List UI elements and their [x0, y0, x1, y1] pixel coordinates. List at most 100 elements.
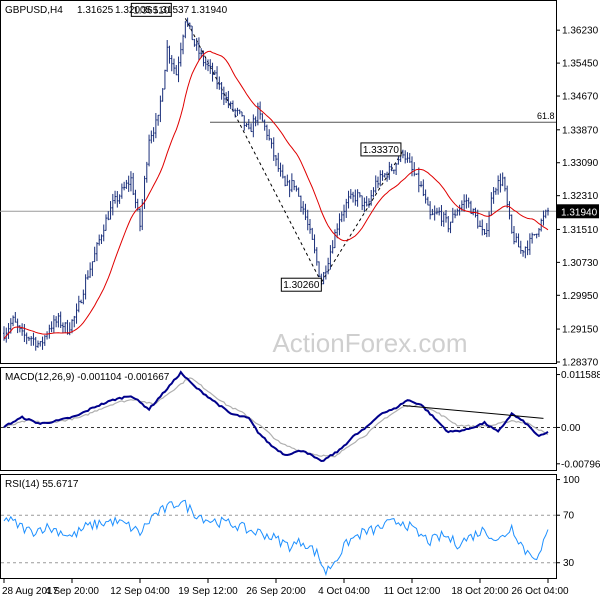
ohlc-bar	[39, 341, 42, 347]
ohlc-bar	[93, 246, 96, 263]
ohlc-bar	[356, 189, 359, 207]
price-y-tick-label: 1.34670	[562, 92, 599, 103]
ohlc-bar	[157, 114, 160, 126]
ohlc-bar	[426, 196, 429, 206]
ohlc-bar	[361, 195, 364, 211]
rsi-y-tick-label: 30	[563, 558, 575, 569]
ohlc-bar	[395, 163, 398, 175]
price-y-tick-label: 1.33870	[562, 125, 599, 136]
macd-header: MACD(12,26,9) -0.001104 -0.001667	[5, 372, 170, 383]
macd-line	[3, 370, 549, 463]
macd-panel-frame	[0, 367, 557, 471]
x-tick-label: 18 Oct 20:00	[451, 586, 509, 597]
price-annotation: 1.30260	[280, 277, 322, 292]
ohlc-bar	[279, 162, 282, 177]
ohlc-bar	[299, 195, 302, 213]
ohlc-bar	[227, 90, 230, 109]
ohlc-bar	[422, 179, 425, 197]
ohlc-bar	[479, 220, 481, 227]
ohlc-bar	[234, 108, 237, 118]
price-annotation: 1.36510	[130, 2, 172, 17]
ohlc-bar	[154, 113, 157, 139]
ohlc-bar	[322, 271, 325, 285]
ohlc-bar	[367, 198, 370, 208]
ohlc-bar	[488, 211, 491, 237]
ohlc-bar	[182, 34, 185, 55]
ohlc-bar	[43, 335, 46, 346]
price-annotation-box	[360, 142, 402, 157]
ohlc-bar	[125, 179, 128, 189]
ohlc-bar	[345, 198, 348, 218]
ohlc-bar	[71, 319, 73, 334]
ohlc-bar	[12, 315, 15, 327]
ohlc-bar	[259, 101, 262, 120]
price-y-tick-label: 1.28370	[562, 358, 599, 369]
ohlc-bar	[57, 312, 60, 328]
x-tick-label: 19 Sep 12:00	[178, 586, 238, 597]
ohlc-bar	[293, 180, 296, 191]
ohlc-bar	[229, 101, 232, 110]
x-tick-label: 12 Sep 04:00	[110, 586, 170, 597]
ohlc-bar	[245, 123, 248, 128]
ohlc-bar	[313, 234, 316, 254]
price-y-tick-label: 1.29150	[562, 325, 599, 336]
ohlc-bars	[3, 17, 549, 351]
ohlc-bar	[123, 181, 126, 191]
ohlc-bar	[170, 55, 173, 72]
ohlc-bar	[451, 207, 454, 223]
ohlc-bar	[209, 59, 212, 74]
ohlc-bar	[134, 189, 137, 209]
ohlc-bar	[91, 261, 94, 277]
ohlc-bar	[18, 325, 21, 333]
ohlc-bar	[98, 234, 101, 246]
ohlc-bar	[413, 162, 416, 177]
axes-layer: 1.36230 1.35450 1.34670 1.33870 1.33090 1.323…	[2, 26, 600, 597]
ohlc-bar	[454, 209, 457, 219]
ohlc-bar	[21, 323, 24, 336]
ohlc-bar	[449, 221, 452, 234]
ohlc-bar	[522, 250, 525, 257]
price-header-low: 1.31537	[153, 5, 190, 16]
ohlc-bar	[327, 257, 330, 275]
ohlc-bar	[111, 193, 114, 216]
ohlc-bar	[485, 223, 488, 238]
ohlc-bar	[343, 204, 345, 222]
ohlc-bar	[61, 322, 64, 333]
ohlc-bar	[492, 187, 495, 204]
ohlc-bar	[82, 289, 85, 305]
price-y-tick-label: 1.35450	[562, 59, 599, 70]
ohlc-bar	[261, 113, 264, 122]
ohlc-bar	[166, 40, 169, 72]
ohlc-bar	[513, 226, 515, 245]
ohlc-bar	[429, 201, 432, 220]
ohlc-bar	[41, 336, 44, 350]
price-annotation-label: 1.33370	[363, 145, 400, 156]
ohlc-bar	[116, 191, 119, 208]
ohlc-bar	[286, 174, 289, 186]
ohlc-bar	[243, 115, 246, 131]
ohlc-bar	[73, 315, 76, 328]
ohlc-bar	[188, 22, 191, 30]
ohlc-bar	[80, 299, 83, 304]
ohlc-bar	[358, 192, 361, 198]
price-annotation-label: 1.36510	[133, 5, 170, 16]
price-annotation-label: 1.30260	[283, 280, 320, 291]
ohlc-bar	[528, 233, 531, 255]
ohlc-bar	[179, 42, 182, 67]
ohlc-bar	[309, 219, 311, 234]
ohlc-bar	[472, 208, 475, 216]
ohlc-bar	[254, 116, 257, 127]
ohlc-bar	[197, 37, 200, 61]
ohlc-bar	[52, 315, 55, 334]
ohlc-bar	[424, 189, 427, 204]
ohlc-bar	[281, 164, 284, 179]
macd-trend-line	[402, 405, 544, 419]
ohlc-bar	[315, 247, 318, 266]
ohlc-bar	[265, 124, 268, 141]
ohlc-bar	[388, 161, 391, 180]
ohlc-bar	[200, 48, 203, 58]
ohlc-bar	[213, 70, 216, 75]
ohlc-bar	[207, 59, 209, 72]
price-header-open: 1.31625	[77, 5, 114, 16]
